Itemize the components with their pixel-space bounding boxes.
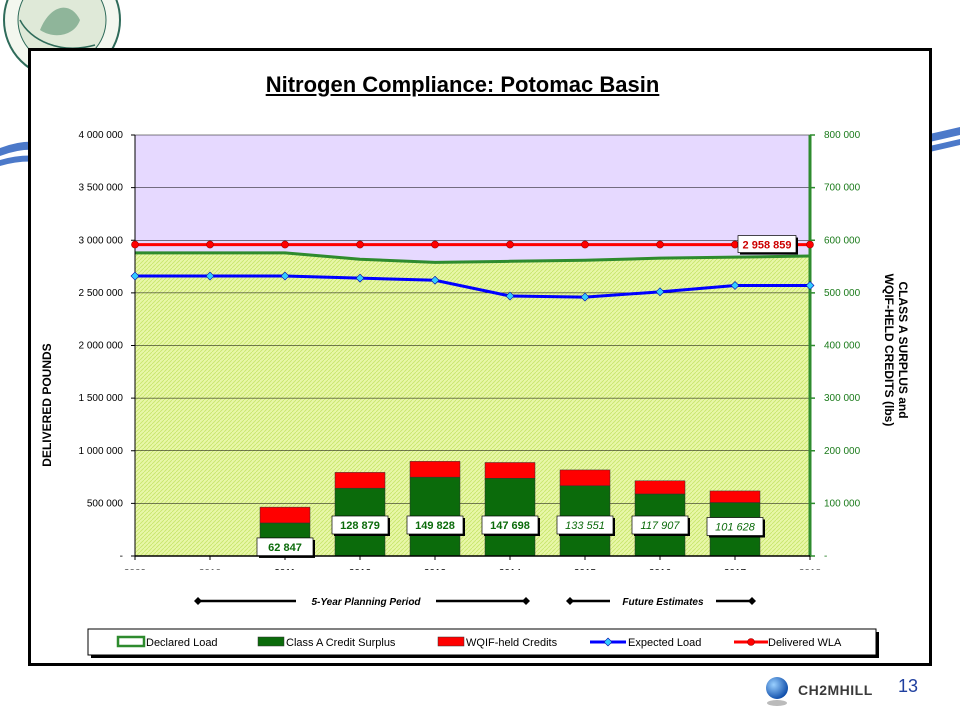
ch2mhill-logo-text: CH2MHILL [798,682,873,698]
ch2mhill-globe-icon [766,677,788,706]
right-axis-label-line1: CLASS A SURPLUS and [896,281,910,419]
chart-title: Nitrogen Compliance: Potomac Basin [265,72,660,97]
right-axis-label-line2: WQIF-HELD CREDITS (lbs) [882,273,896,427]
page-number: 13 [898,676,919,696]
left-axis-label: DELIVERED POUNDS [40,343,54,467]
right-axis-label: CLASS A SURPLUS and WQIF-HELD CREDITS (l… [882,260,910,440]
right-swoosh-decoration [925,127,960,153]
chart-panel [28,48,932,666]
